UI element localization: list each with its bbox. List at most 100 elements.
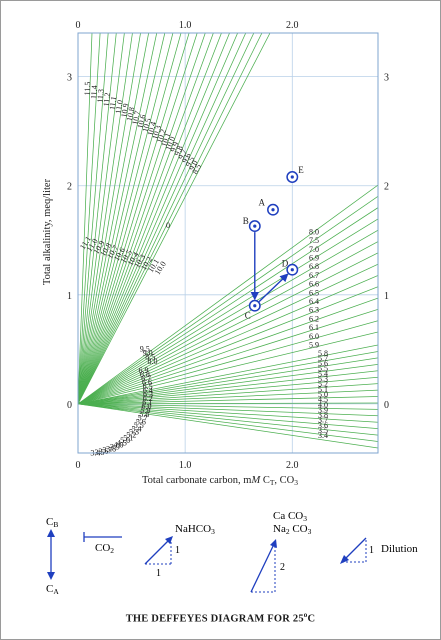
ph-line-10.9 (78, 33, 141, 404)
left-label-b-3.9: 3.9 (110, 443, 120, 452)
ph-label-9.9: 9.9 (169, 141, 181, 154)
svg-text:1: 1 (156, 568, 161, 579)
ph-label-6.1: 6.1 (309, 323, 319, 332)
x-tick-bottom: 2.0 (286, 460, 299, 471)
ph-line-3.6 (78, 403, 378, 436)
ph-line-9.0 (78, 33, 263, 405)
left-label-b-6.0: 6.0 (142, 402, 152, 411)
ph-label-11.3: 11.3 (96, 89, 106, 103)
ph-line-3.8 (78, 403, 378, 423)
ph-label-7.5: 7.5 (309, 236, 319, 245)
ph-line-6.0 (78, 320, 378, 405)
ph-line-9.7 (78, 33, 238, 405)
ph-label-5.9: 5.9 (309, 341, 319, 350)
x-tick-top: 2.0 (286, 20, 299, 31)
left-label-b-5.0: 5.0 (120, 436, 130, 445)
ph-line-3.4 (78, 403, 378, 449)
nahco3-label: NaHCO3 (175, 523, 215, 536)
ph-label-3.5: 3.5 (318, 426, 328, 435)
ph-line-10.2 (78, 33, 198, 405)
ph-label-5.3: 5.3 (318, 375, 328, 384)
ph-label-6.9: 6.9 (309, 253, 319, 262)
ph-label-3.9: 3.9 (318, 405, 328, 414)
ph-line-6.7 (78, 241, 378, 405)
ph-label-9.5: 9.5 (184, 155, 196, 168)
y-tick-left: 1 (67, 291, 72, 302)
left-label-b-9.0: 9.0 (143, 349, 153, 358)
caco3-vector: Ca CO3 Na2 CO3 2 (250, 510, 312, 593)
left-label-b-8.5: 8.5 (145, 353, 155, 362)
point-label-A: A (259, 198, 266, 208)
ph-label-5.4: 5.4 (318, 369, 328, 378)
ph-label-6.7: 6.7 (309, 271, 319, 280)
svg-text:2: 2 (280, 562, 285, 573)
ph-line-6.2 (78, 297, 378, 405)
y-tick-right: 0 (384, 400, 389, 411)
ph-label-10.8: 10.8 (125, 106, 136, 121)
ph-label-4.5: 4.5 (318, 395, 328, 404)
ph-line-6.6 (78, 252, 378, 405)
left-label-b-5.6: 5.6 (136, 417, 146, 426)
plot-border (77, 32, 379, 454)
ph-label-6.2: 6.2 (309, 314, 319, 323)
ph-line-7.5 (78, 195, 378, 405)
ph-label-10.2: 10.2 (155, 128, 168, 144)
point-B-dot (253, 224, 257, 228)
ph-line-9.9 (78, 33, 222, 405)
ph-line-5.2 (78, 383, 378, 405)
ph-line-9.8 (78, 33, 230, 405)
ph-line-6.9 (78, 218, 378, 405)
left-label-b-5.9: 5.9 (140, 406, 150, 415)
left-label-b-6.7: 6.7 (141, 374, 151, 383)
ph-label-3.8: 3.8 (318, 411, 328, 420)
ph-label-8.5: 8.5 (190, 163, 203, 176)
point-label-D: D (282, 259, 289, 269)
ph-line-8.5 (78, 33, 271, 405)
ph-label-3.7: 3.7 (318, 416, 328, 425)
sample-points: AB C D E (243, 165, 305, 321)
ph-line-10.5 (78, 33, 174, 405)
left-label-b-3.6: 3.6 (98, 447, 108, 456)
ph-line-6.5 (78, 263, 378, 405)
ph-label-10.7: 10.7 (130, 110, 142, 126)
ph-label-5.1: 5.1 (318, 385, 328, 394)
arrow-C-D (258, 273, 289, 303)
caco3-label: Ca CO3 (273, 510, 307, 523)
ph-label-9.8: 9.8 (173, 144, 185, 157)
left-label-b-5.1: 5.1 (123, 433, 133, 442)
x-tick-top: 0 (76, 20, 81, 31)
reaction-vector-legend: CB CA CO2 NaHCO3 1 1 Ca CO3 Na2 CO3 2 1 (46, 510, 418, 596)
left-label-b-5.5: 5.5 (134, 421, 144, 430)
ph-label-10.0: 10.0 (164, 135, 177, 151)
left-label-b-5.8: 5.8 (139, 410, 149, 419)
y-tick-right: 3 (384, 73, 389, 84)
ph-line-6.8 (78, 229, 378, 405)
left-label-b-6.6: 6.6 (142, 378, 152, 387)
left-label-b-6.1: 6.1 (142, 398, 152, 407)
ph-line-labels: 11.511.411.311.211.111.010.910.810.710.6… (78, 82, 328, 458)
left-label-b-6.4: 6.4 (143, 386, 153, 395)
ph-label-7.0: 7.0 (309, 245, 319, 254)
left-label-b-4.0: 4.0 (113, 441, 123, 450)
ph-label-6.3: 6.3 (309, 306, 319, 315)
ph-line-11.4 (78, 33, 101, 404)
co2-vector: CO2 (83, 532, 122, 555)
point-E-dot (290, 175, 294, 179)
x-tick-top: 1.0 (179, 20, 192, 31)
ph-line-10.4 (78, 33, 182, 405)
ph-line-5.7 (78, 351, 378, 405)
ph-line-6.1 (78, 309, 378, 405)
ph-line-4.0 (78, 403, 378, 410)
cb-label: CB (46, 516, 58, 529)
ph-line-10.8 (78, 33, 150, 404)
ph-line-11.5 (78, 33, 93, 404)
point-C-dot (253, 304, 257, 308)
ph-label-10.3: 10.3 (150, 124, 163, 140)
ph-line-10.1 (78, 33, 206, 405)
ph-line-5.5 (78, 363, 378, 405)
ph-line-6.3 (78, 286, 378, 405)
left-label-b-9.5: 9.5 (140, 345, 150, 354)
ph-label-5.5: 5.5 (318, 364, 328, 373)
ph-line-10.7 (78, 33, 158, 404)
nahco3-vector: NaHCO3 1 1 (144, 523, 215, 579)
